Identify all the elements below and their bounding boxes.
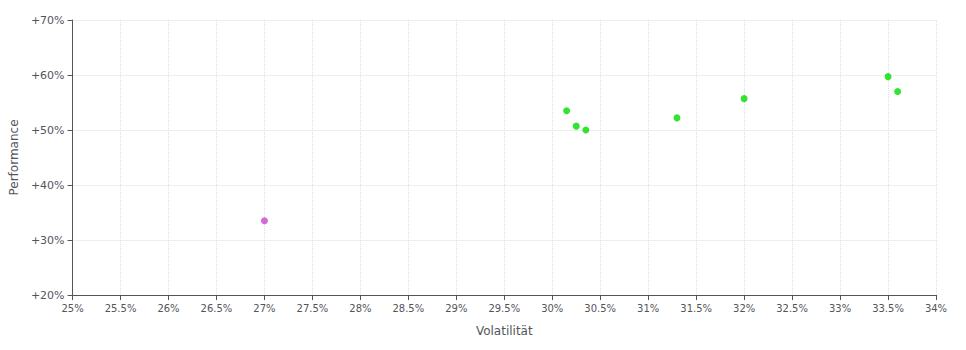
svg-text:Performance: Performance [7,119,21,195]
svg-text:+40%: +40% [31,179,65,192]
svg-text:+70%: +70% [31,14,65,27]
svg-text:32.5%: 32.5% [776,303,808,314]
svg-text:25%: 25% [61,303,83,314]
svg-text:29%: 29% [445,303,467,314]
svg-text:30.5%: 30.5% [584,303,616,314]
svg-text:33.5%: 33.5% [872,303,904,314]
svg-text:26.5%: 26.5% [201,303,233,314]
svg-text:+60%: +60% [31,69,65,82]
svg-text:+30%: +30% [31,234,65,247]
svg-text:28%: 28% [349,303,371,314]
svg-text:25.5%: 25.5% [105,303,137,314]
svg-text:+20%: +20% [31,289,65,302]
svg-text:Volatilität: Volatilität [476,324,533,338]
svg-text:30%: 30% [541,303,563,314]
svg-text:31%: 31% [637,303,659,314]
svg-text:32%: 32% [733,303,755,314]
svg-text:29.5%: 29.5% [488,303,520,314]
svg-text:31.5%: 31.5% [680,303,712,314]
svg-text:27.5%: 27.5% [297,303,329,314]
svg-text:28.5%: 28.5% [392,303,424,314]
svg-text:26%: 26% [157,303,179,314]
svg-text:27%: 27% [253,303,275,314]
svg-text:+50%: +50% [31,124,65,137]
svg-text:34%: 34% [925,303,947,314]
svg-text:33%: 33% [829,303,851,314]
